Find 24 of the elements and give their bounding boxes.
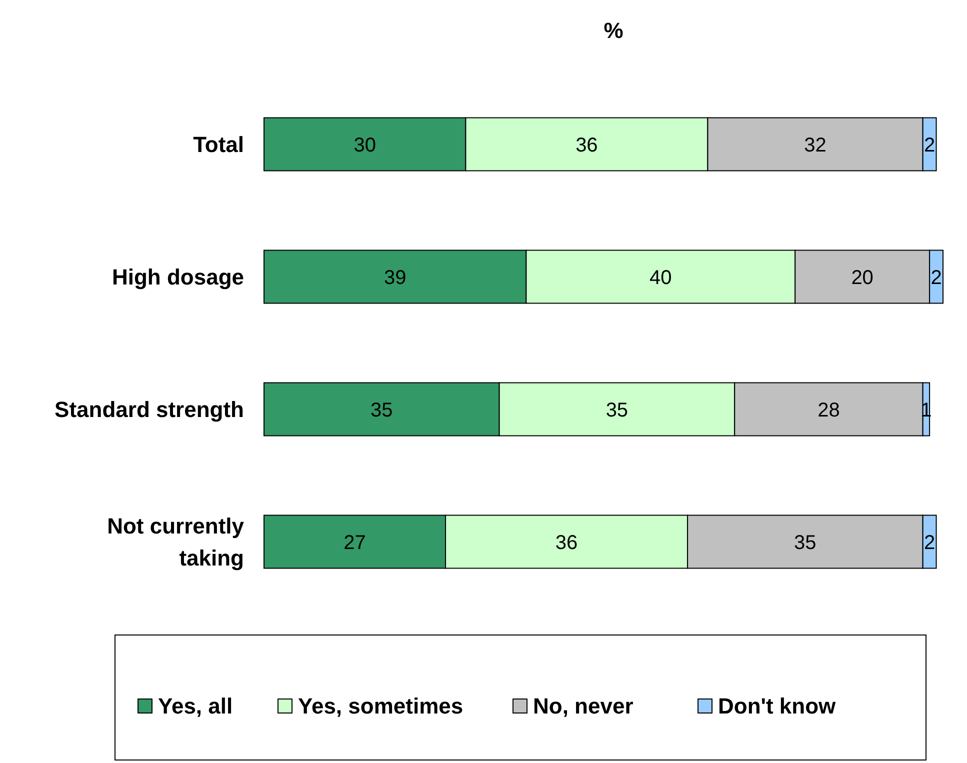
data-label: 36 [576,134,598,156]
data-label: 35 [370,399,393,422]
chart-title: % [604,18,624,43]
y-tick-label: Total [193,132,244,157]
data-label: 32 [804,134,826,156]
y-tick-label: High dosage [112,264,244,290]
data-label: 2 [924,134,936,156]
y-tick-label: Not currently taking [107,513,245,570]
y-tick-label: Standard strength [54,396,244,422]
data-label: 2 [924,532,936,554]
legend-label: Yes, all [158,694,233,719]
legend-label: Yes, sometimes [298,694,464,719]
data-label: 35 [794,532,816,554]
data-label: 35 [606,399,628,422]
data-label: 28 [818,399,840,422]
data-label: 2 [930,266,942,289]
data-label: 40 [650,266,672,289]
data-label: 39 [384,266,406,289]
data-label: 30 [354,134,376,156]
legend-label: No, never [533,694,634,719]
data-label: 27 [344,532,366,554]
data-label: 20 [851,266,874,289]
legend-label: Don't know [718,694,837,719]
data-label: 36 [555,532,578,554]
